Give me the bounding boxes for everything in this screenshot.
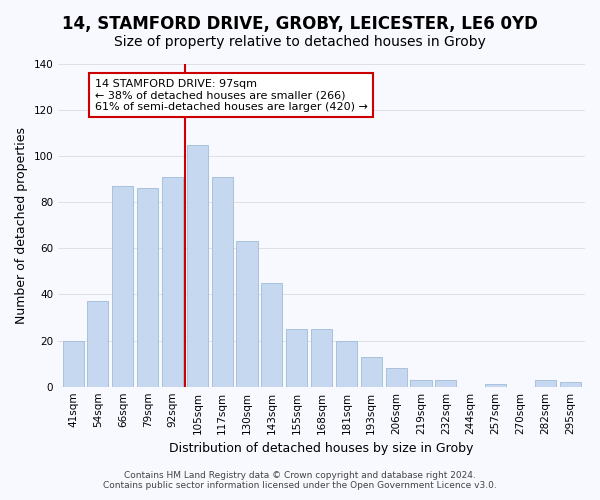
Bar (535, 380, 556, 386)
X-axis label: Distribution of detached houses by size in Groby: Distribution of detached houses by size … (169, 442, 474, 455)
Bar (485, 384, 506, 386)
Y-axis label: Number of detached properties: Number of detached properties (15, 127, 28, 324)
Bar (560, 382, 581, 386)
Text: Size of property relative to detached houses in Groby: Size of property relative to detached ho… (114, 35, 486, 49)
Bar (435, 380, 457, 386)
Bar (361, 356, 382, 386)
Bar (236, 242, 257, 386)
Text: 14, STAMFORD DRIVE, GROBY, LEICESTER, LE6 0YD: 14, STAMFORD DRIVE, GROBY, LEICESTER, LE… (62, 15, 538, 33)
Text: 14 STAMFORD DRIVE: 97sqm
← 38% of detached houses are smaller (266)
61% of semi-: 14 STAMFORD DRIVE: 97sqm ← 38% of detach… (95, 78, 368, 112)
Bar (311, 329, 332, 386)
Bar (262, 283, 283, 387)
Bar (62, 340, 83, 386)
Bar (187, 144, 208, 386)
Bar (137, 188, 158, 386)
Bar (212, 177, 233, 386)
Bar (286, 329, 307, 386)
Bar (410, 380, 431, 386)
Text: Contains HM Land Registry data © Crown copyright and database right 2024.
Contai: Contains HM Land Registry data © Crown c… (103, 470, 497, 490)
Bar (88, 302, 109, 386)
Bar (336, 340, 357, 386)
Bar (162, 177, 183, 386)
Bar (386, 368, 407, 386)
Bar (112, 186, 133, 386)
